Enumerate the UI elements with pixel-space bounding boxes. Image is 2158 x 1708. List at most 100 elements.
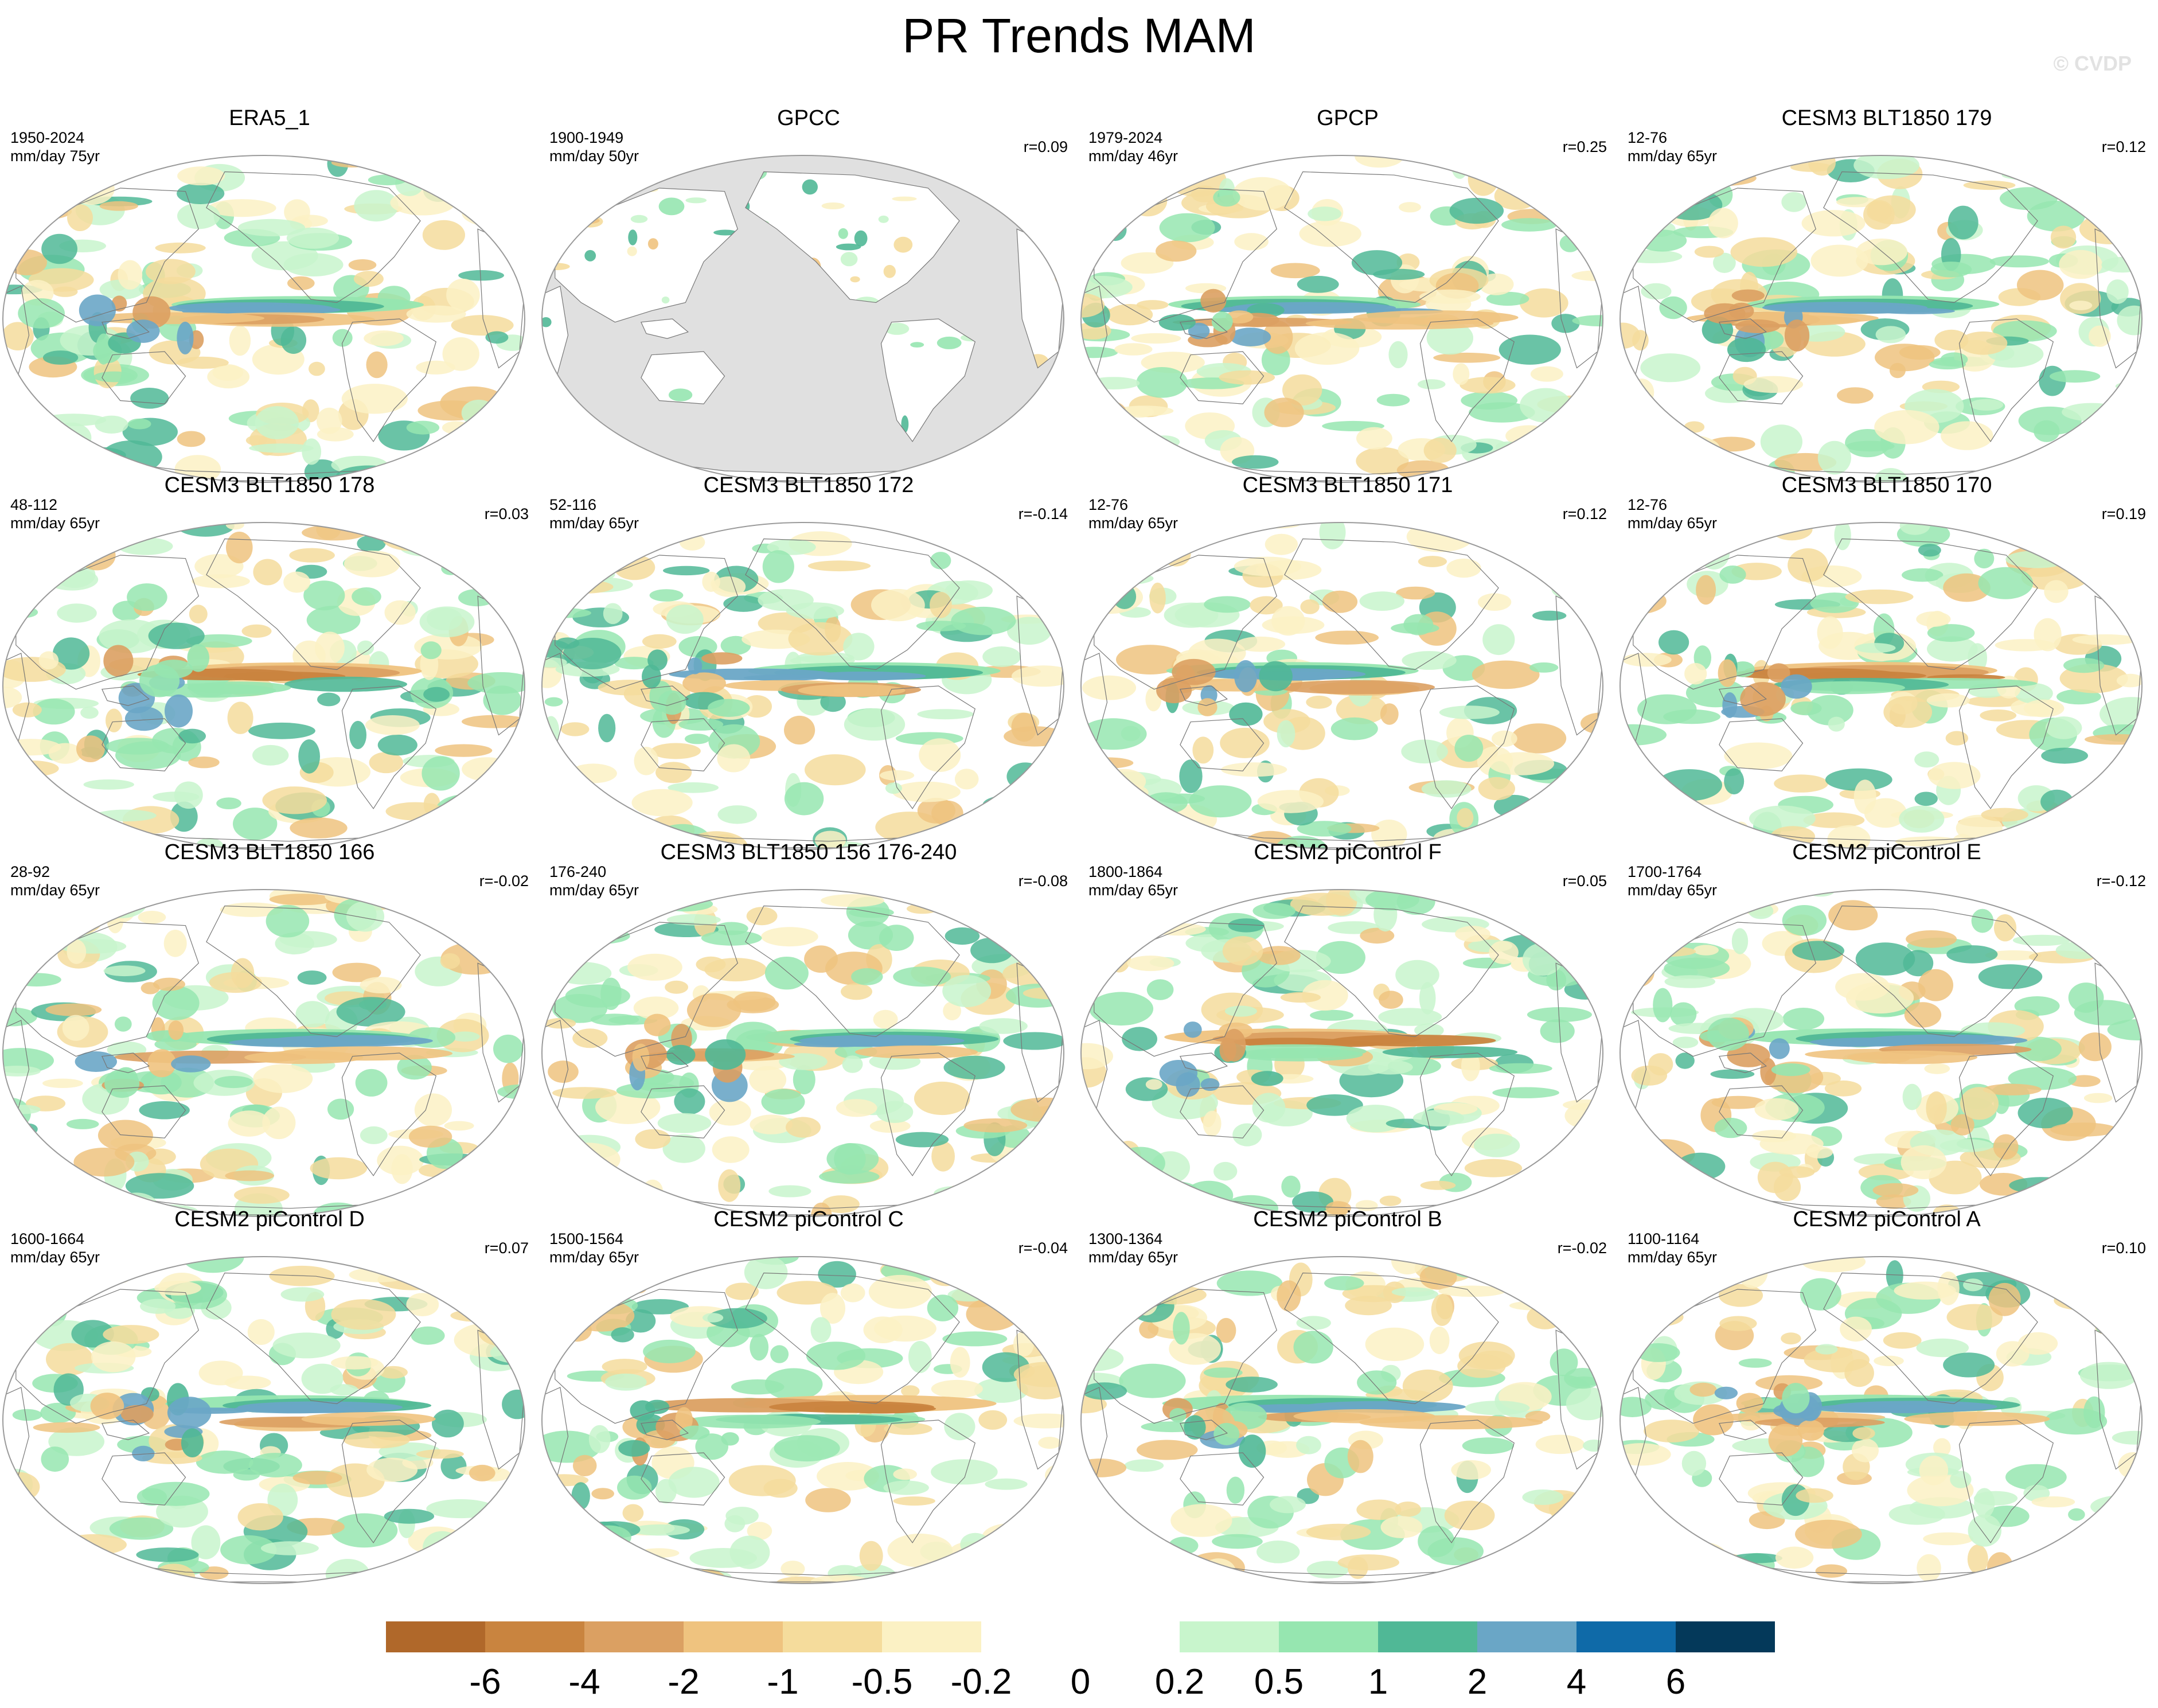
map-svg	[541, 1256, 1065, 1584]
trend-blob	[1136, 367, 1188, 398]
map-svg	[541, 522, 1065, 850]
trend-blob	[1117, 174, 1145, 197]
trend-blob	[1693, 945, 1719, 956]
trend-blob	[1656, 439, 1685, 453]
trend-blob	[1631, 557, 1677, 567]
trend-blob	[931, 1379, 983, 1398]
trend-blob	[943, 1001, 961, 1020]
trend-blob	[1694, 245, 1724, 258]
pattern-correlation: r=0.09	[1023, 138, 1068, 155]
trend-blob	[963, 1118, 1028, 1133]
trend-blob	[1379, 991, 1403, 1009]
trend-blob	[1581, 225, 1603, 247]
trend-blob	[1930, 262, 1972, 278]
trend-blob	[469, 1464, 495, 1481]
trend-blob	[2013, 1036, 2062, 1062]
trend-blob	[1740, 682, 1786, 716]
trend-blob	[167, 1397, 212, 1429]
trend-blob	[1136, 1440, 1198, 1460]
pattern-correlation: r=0.10	[2101, 1239, 2146, 1257]
map-svg	[1619, 889, 2143, 1217]
trend-blob	[1559, 1291, 1603, 1321]
trend-blob	[1016, 1280, 1049, 1315]
trend-blob	[712, 576, 746, 597]
trend-blob	[981, 535, 1032, 548]
trend-blob	[674, 1088, 705, 1115]
trend-blob	[1675, 1052, 1695, 1069]
trend-blob	[544, 1018, 576, 1029]
trend-blob	[1121, 530, 1162, 562]
trend-blob	[3, 322, 34, 351]
trend-blob	[1782, 1383, 1810, 1414]
trend-blob	[1522, 1489, 1564, 1505]
trend-blob	[216, 797, 241, 809]
trend-blob	[309, 361, 325, 376]
trend-blob	[985, 1478, 1028, 1490]
trend-blob	[2001, 170, 2058, 181]
trend-blob	[841, 983, 872, 1000]
trend-blob	[1559, 235, 1581, 252]
cvdp-watermark: © CVDP	[2053, 52, 2132, 75]
trend-blob	[1792, 941, 1844, 961]
trend-blob	[485, 331, 509, 344]
trend-blob	[127, 418, 151, 430]
trend-blob	[1916, 611, 1951, 627]
trend-blob	[280, 326, 307, 354]
coastline	[641, 351, 725, 404]
trend-blob	[1540, 1019, 1575, 1043]
colorbar-box	[1378, 1621, 1477, 1652]
trend-blob	[496, 1304, 525, 1321]
coastline	[1419, 1052, 1515, 1176]
trend-blob	[1495, 441, 1520, 454]
map-svg	[1619, 1256, 2143, 1584]
trend-blob	[556, 580, 614, 594]
trend-blob	[1089, 992, 1154, 1026]
trend-blob	[632, 1043, 650, 1071]
trend-blob	[1728, 302, 1754, 319]
pattern-correlation: r=0.12	[2101, 138, 2146, 155]
trend-blob	[1743, 376, 1804, 393]
coastline	[1419, 1420, 1515, 1543]
panel-units: mm/day 65yr	[549, 514, 639, 532]
trend-blob	[1094, 536, 1153, 570]
map-panel: CESM3 BLT1850 166 28-92 mm/day 65yr r=-0.02	[0, 835, 539, 1217]
coastline	[745, 1272, 960, 1405]
trend-blob	[892, 196, 917, 201]
equatorial-band	[743, 674, 822, 681]
trend-blob	[2099, 1566, 2142, 1577]
trend-blob	[225, 1170, 275, 1181]
trend-blob	[887, 1533, 953, 1567]
trend-blob	[1336, 694, 1387, 724]
trend-blob	[348, 259, 377, 271]
trend-blob	[2017, 1257, 2043, 1276]
trend-blob	[1993, 320, 2057, 342]
panel-units: mm/day 65yr	[10, 1249, 100, 1266]
trend-blob	[2063, 658, 2105, 673]
trend-blob	[1919, 1456, 1949, 1485]
coastline	[3, 1020, 30, 1128]
trend-blob	[154, 1281, 201, 1296]
trend-blob	[1535, 1434, 1585, 1454]
trend-blob	[1755, 1375, 1823, 1391]
trend-blob	[988, 1193, 1056, 1203]
coastline	[542, 1387, 569, 1495]
trend-blob	[2074, 808, 2116, 832]
trend-blob	[1568, 1151, 1603, 1161]
trend-blob	[1498, 334, 1561, 365]
trend-blob	[917, 798, 955, 824]
trend-blob	[565, 1544, 629, 1572]
coastline	[1081, 653, 1108, 761]
trend-blob	[723, 595, 764, 612]
trend-blob	[1535, 549, 1590, 575]
trend-blob	[2034, 420, 2060, 442]
trend-blob	[1234, 233, 1269, 251]
trend-blob	[1541, 559, 1574, 583]
trend-blob	[1365, 1327, 1425, 1362]
trend-blob	[950, 1347, 970, 1378]
trend-blob	[914, 1081, 970, 1116]
trend-blob	[1187, 1552, 1245, 1584]
trend-blob	[1574, 756, 1593, 770]
trend-blob	[11, 973, 61, 986]
panel-period: 1500-1564	[549, 1230, 624, 1247]
trend-blob	[1543, 192, 1586, 221]
